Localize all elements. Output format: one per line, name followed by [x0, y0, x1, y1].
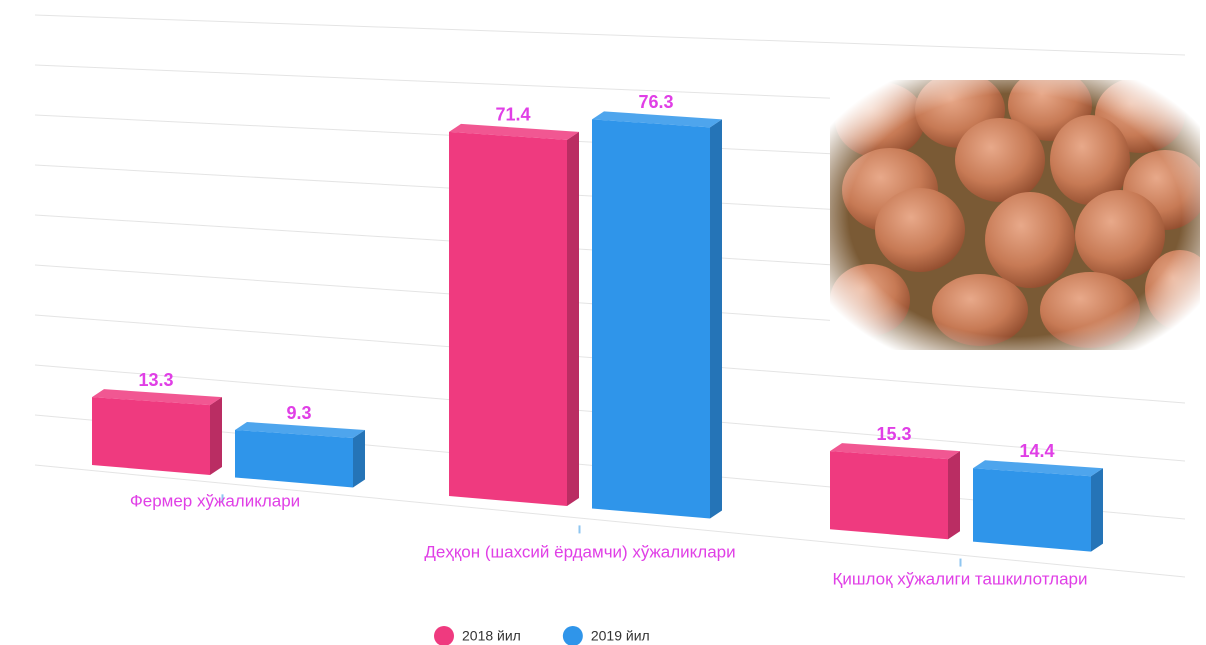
legend-swatch [563, 626, 583, 645]
egg-photo [830, 69, 1206, 350]
legend: 2018 йил 2019 йил [434, 626, 650, 645]
bar-side [567, 132, 579, 506]
value-label: 71.4 [495, 105, 530, 125]
bar-side [1091, 468, 1103, 551]
bar [235, 430, 353, 487]
x-tick-label: Фермер хўжаликлари [130, 491, 300, 510]
grid-line [35, 15, 1185, 55]
x-tick-label: Қишлоқ хўжалиги ташкилотлари [833, 569, 1088, 588]
bar [830, 451, 948, 539]
value-label: 13.3 [138, 370, 173, 390]
legend-label: 2019 йил [591, 628, 650, 644]
bar [449, 132, 567, 506]
value-label: 76.3 [638, 92, 673, 112]
bar-side [948, 451, 960, 539]
value-label: 14.4 [1019, 441, 1054, 461]
value-label: 9.3 [286, 403, 311, 423]
bar [973, 468, 1091, 551]
bar [592, 119, 710, 518]
chart: 13.3 9.3 Фермер хўжаликлари 71.4 76.3 Деҳқон … [0, 0, 1206, 645]
bar-side [210, 397, 222, 475]
bar [92, 397, 210, 475]
bar-side [710, 119, 722, 518]
legend-label: 2018 йил [462, 628, 521, 644]
legend-swatch [434, 626, 454, 645]
x-tick-label: Деҳқон (шахсий ёрдамчи) хўжаликлари [424, 542, 735, 561]
bar-side [353, 430, 365, 487]
value-label: 15.3 [876, 424, 911, 444]
